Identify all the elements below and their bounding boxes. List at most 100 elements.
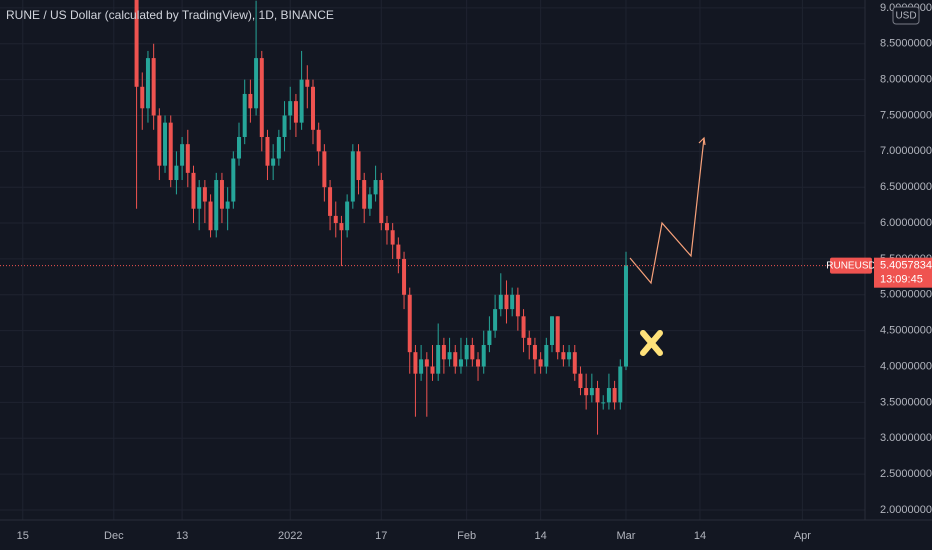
y-tick-label: 7.5000000 [880, 109, 932, 121]
x-marker-stroke [640, 330, 663, 356]
candle-body [561, 352, 566, 360]
candle-body [504, 294, 509, 310]
candle-body [310, 86, 315, 130]
candle-body [493, 309, 498, 331]
candle-body [185, 144, 190, 173]
candle-body [498, 294, 503, 310]
candle-body [276, 136, 281, 159]
candle-body [481, 344, 486, 367]
candle-body [356, 151, 361, 181]
candle-body [140, 86, 145, 109]
candle-body [424, 359, 429, 367]
candle-body [436, 344, 441, 374]
candle-body [345, 201, 350, 231]
projection-drawing [629, 137, 705, 285]
candle-body [390, 230, 395, 245]
candle-body [476, 359, 481, 367]
candle-body [413, 352, 418, 374]
candle-body [197, 187, 202, 209]
y-tick-label: 5.0000000 [880, 289, 932, 301]
candle-body [168, 122, 173, 181]
candle-body [288, 101, 293, 116]
candle-body [419, 359, 424, 374]
candle-body [515, 294, 520, 317]
candle-body [606, 388, 611, 403]
countdown-label: 13:09:45 [880, 274, 923, 286]
y-tick-label: 3.5000000 [880, 396, 932, 408]
projection-arrowhead [698, 136, 706, 146]
candle-body [145, 58, 150, 109]
y-tick-label: 2.5000000 [880, 468, 932, 480]
currency-label: USD [895, 11, 916, 22]
candle-body [402, 258, 407, 295]
x-tick-label: 17 [375, 530, 387, 542]
candle-body [589, 388, 594, 396]
candle-body [555, 316, 560, 353]
candle-body [191, 172, 196, 209]
candle-body [447, 352, 452, 360]
candle-body [305, 79, 310, 87]
candle-body [350, 151, 355, 202]
y-tick-label: 7.0000000 [880, 145, 932, 157]
y-tick-label: 4.0000000 [880, 360, 932, 372]
x-tick-label: 15 [17, 530, 29, 542]
candle-body [333, 215, 338, 224]
candle-body [157, 115, 162, 166]
price-label: 5.4057834 [880, 260, 932, 272]
candle-body [202, 187, 207, 202]
candle-body [328, 187, 333, 216]
candle-body [254, 58, 259, 109]
x-tick-label: 2022 [278, 530, 302, 542]
candle-body [231, 158, 236, 202]
y-tick-label: 3.0000000 [880, 432, 932, 444]
candle-body [487, 330, 492, 345]
candle-body [219, 180, 224, 209]
candle-body [532, 344, 537, 360]
candle-body [584, 388, 589, 396]
candle-body [265, 136, 270, 166]
candle-body [470, 344, 475, 360]
candle-body [259, 58, 264, 137]
candle-body [407, 294, 412, 353]
candle-body [441, 344, 446, 360]
candle-body [623, 265, 628, 367]
candles [134, 0, 628, 435]
y-tick-label: 8.5000000 [880, 38, 932, 50]
symbol-tag [830, 257, 872, 274]
grid [0, 0, 865, 520]
axes: 2.0000000 2.5000000 3.0000000 3.5000000 4.00… [17, 2, 932, 542]
candle-body [367, 194, 372, 209]
candle-body [396, 244, 401, 259]
candle-body [379, 180, 384, 224]
x-tick-label: Apr [794, 530, 811, 542]
symbol-label: RUNEUSD [826, 260, 875, 271]
candle-body [544, 344, 549, 367]
candle-body [453, 352, 458, 367]
candle-body [134, 0, 139, 87]
y-tick-label: 2.0000000 [880, 504, 932, 516]
currency-badge[interactable] [892, 6, 920, 25]
candle-body [271, 158, 276, 166]
candle-body [316, 129, 321, 152]
candle-body [225, 201, 230, 209]
candle-body [567, 352, 572, 360]
x-tick-label: Dec [104, 530, 124, 542]
candle-body [612, 388, 617, 403]
candle-body [521, 316, 526, 338]
price-tag [874, 257, 932, 288]
candle-body [538, 359, 543, 367]
candle-body [601, 402, 606, 404]
candle-body [282, 115, 287, 137]
candle-body [373, 180, 378, 195]
candle-body [527, 337, 532, 345]
candle-body [322, 151, 327, 188]
x-tick-label: Feb [457, 530, 476, 542]
candle-body [208, 201, 213, 231]
candle-body [293, 101, 298, 123]
x-tick-label: 14 [535, 530, 547, 542]
candle-body [572, 352, 577, 374]
candle-body [464, 344, 469, 360]
